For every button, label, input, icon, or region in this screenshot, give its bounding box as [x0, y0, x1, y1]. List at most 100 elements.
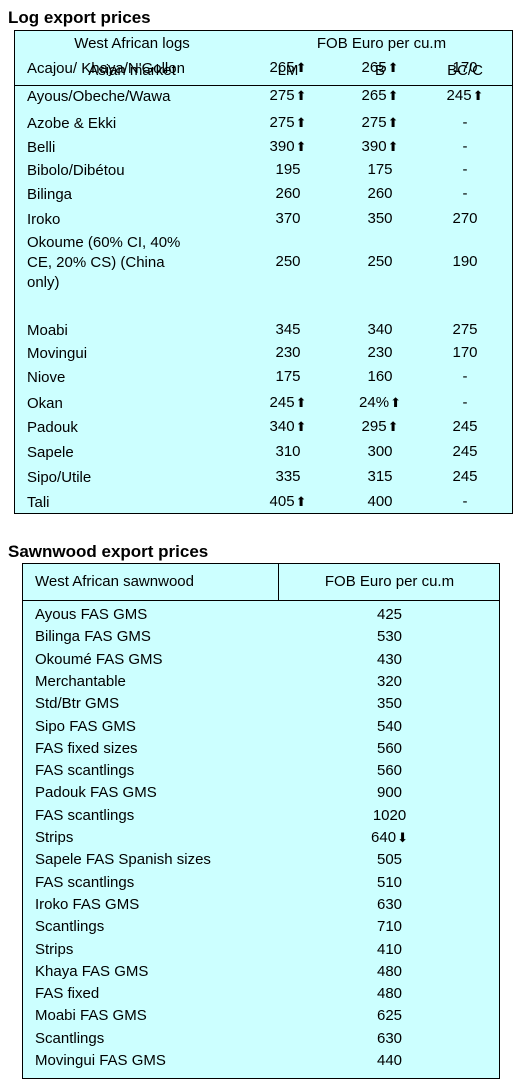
- sawn-row-name: Scantlings: [35, 918, 105, 935]
- log-row-bcc-value: -: [462, 161, 468, 178]
- sawn-row-name: Sipo FAS GMS: [35, 718, 136, 735]
- log-row-lm: 275⬆: [243, 114, 333, 132]
- log-row-bcc-value: 245: [452, 418, 478, 435]
- log-row-b-value: 260: [367, 185, 393, 202]
- log-row-lm-value: 345: [275, 321, 301, 338]
- sawn-row-name: Std/Btr GMS: [35, 695, 120, 712]
- sawn-row-name: Moabi FAS GMS: [35, 1007, 147, 1024]
- log-row-bcc-value: -: [462, 185, 468, 202]
- arrow-down-icon: ⬇: [397, 830, 408, 845]
- log-row-name: Okan: [27, 395, 63, 412]
- log-row-b: 390⬆: [335, 138, 425, 156]
- sawn-row-price: 510: [278, 874, 501, 892]
- log-row-bcc-value: 170: [452, 344, 478, 361]
- sawn-row-price: 560: [278, 762, 501, 780]
- log-header-fob: FOB Euro per cu.m: [316, 35, 447, 52]
- log-row-lm-value: 230: [275, 344, 301, 361]
- sawn-row-price-value: 430: [376, 651, 403, 668]
- log-row-bcc-value: -: [462, 394, 468, 411]
- sawn-row-price: 425: [278, 606, 501, 624]
- log-row-b-value: 265: [361, 87, 387, 104]
- log-row-name: Tali: [27, 494, 50, 511]
- log-row-b-value: 400: [367, 493, 393, 510]
- log-row-name: Azobe & Ekki: [27, 115, 117, 132]
- sawn-row-name: Iroko FAS GMS: [35, 896, 140, 913]
- log-row-b: 24%⬆: [335, 394, 425, 412]
- log-row-lm: 275⬆: [243, 87, 333, 105]
- log-row-name: Okoume (60% CI, 40% CE, 20% CS) (China o…: [27, 234, 181, 291]
- log-row-lm: 230: [243, 344, 333, 362]
- arrow-up-icon: ⬆: [387, 139, 399, 154]
- log-row-b: 350: [335, 210, 425, 228]
- sawn-row-price-value: 560: [376, 740, 403, 757]
- sawn-row-price-value: 630: [376, 1030, 403, 1047]
- sawn-row-price-value: 320: [376, 673, 403, 690]
- log-row-b-value: 160: [367, 368, 393, 385]
- sawn-row-price: 640⬇: [278, 829, 501, 847]
- log-row-bcc-value: 170: [452, 59, 478, 76]
- log-row-lm-value: 370: [275, 210, 301, 227]
- log-row-b-value: 315: [367, 468, 393, 485]
- log-row-b-value: 390: [361, 138, 387, 155]
- sawn-row-price: 350: [278, 695, 501, 713]
- sawn-row-name: Ayous FAS GMS: [35, 606, 148, 623]
- sawn-row-price-value: 480: [376, 963, 403, 980]
- sawn-row-price-value: 630: [376, 896, 403, 913]
- sawn-row-price: 505: [278, 851, 501, 869]
- log-row-lm: 245⬆: [243, 394, 333, 412]
- sawn-row-price: 320: [278, 673, 501, 691]
- log-row-b: 315: [335, 468, 425, 486]
- log-row-bcc: -: [419, 138, 511, 156]
- sawn-header-divider-vertical: [278, 564, 279, 600]
- log-row-b: 265⬆: [335, 59, 425, 77]
- sawn-row-price: 710: [278, 918, 501, 936]
- sawn-row-name: Sapele FAS Spanish sizes: [35, 851, 211, 868]
- log-row-b-value: 300: [367, 443, 393, 460]
- sawn-row-name: Merchantable: [35, 673, 126, 690]
- log-row-bcc: 275: [419, 321, 511, 339]
- log-row-name: Padouk: [27, 419, 78, 436]
- log-row-bcc: -: [419, 394, 511, 412]
- log-row-b-value: 250: [367, 253, 393, 270]
- log-row-lm-value: 335: [275, 468, 301, 485]
- log-row-bcc-value: 270: [452, 210, 478, 227]
- sawn-row-price-value: 505: [376, 851, 403, 868]
- log-row-lm: 250: [243, 253, 333, 271]
- sawn-row-price-value: 640: [371, 829, 397, 846]
- log-row-lm: 345: [243, 321, 333, 339]
- log-row-b: 400: [335, 493, 425, 511]
- sawn-row-name: Khaya FAS GMS: [35, 963, 149, 980]
- log-row-bcc: 245⬆: [419, 87, 511, 105]
- sawn-row-price-value: 540: [376, 718, 403, 735]
- sawn-header-fob: FOB Euro per cu.m: [324, 573, 455, 590]
- sawn-row-price: 480: [278, 985, 501, 1003]
- log-row-b-value: 295: [361, 418, 387, 435]
- log-row-lm-value: 275: [269, 114, 295, 131]
- sawn-row-price: 630: [278, 896, 501, 914]
- log-row-lm: 265⬆: [243, 59, 333, 77]
- log-row-lm-value: 245: [269, 394, 295, 411]
- arrow-up-icon: ⬆: [295, 494, 307, 509]
- log-row-name: Acajou/ Khaya/N'Gollon: [27, 60, 185, 77]
- log-row-b-value: 175: [367, 161, 393, 178]
- log-row-name: Bilinga: [27, 186, 73, 203]
- sawn-section-title: Sawnwood export prices: [8, 542, 209, 561]
- sawn-row-name: FAS fixed: [35, 985, 100, 1002]
- log-row-b-value: 24%: [359, 394, 390, 411]
- sawn-row-price: 630: [278, 1030, 501, 1048]
- sawn-row-price: 900: [278, 784, 501, 802]
- log-row-lm: 260: [243, 185, 333, 203]
- sawn-row-price: 440: [278, 1052, 501, 1070]
- sawn-header-west-african: West African sawnwood: [35, 573, 194, 590]
- log-header-b: B: [374, 62, 385, 79]
- log-row-name: Moabi: [27, 322, 68, 339]
- arrow-up-icon: ⬆: [295, 115, 307, 130]
- log-row-lm-value: 260: [275, 185, 301, 202]
- sawn-row-name: Strips: [35, 829, 74, 846]
- arrow-up-icon: ⬆: [295, 419, 307, 434]
- log-row-lm: 335: [243, 468, 333, 486]
- log-row-name: Bibolo/Dibétou: [27, 162, 125, 179]
- log-row-bcc: 170: [419, 59, 511, 77]
- log-row-bcc-value: 275: [452, 321, 478, 338]
- log-row-b: 340: [335, 321, 425, 339]
